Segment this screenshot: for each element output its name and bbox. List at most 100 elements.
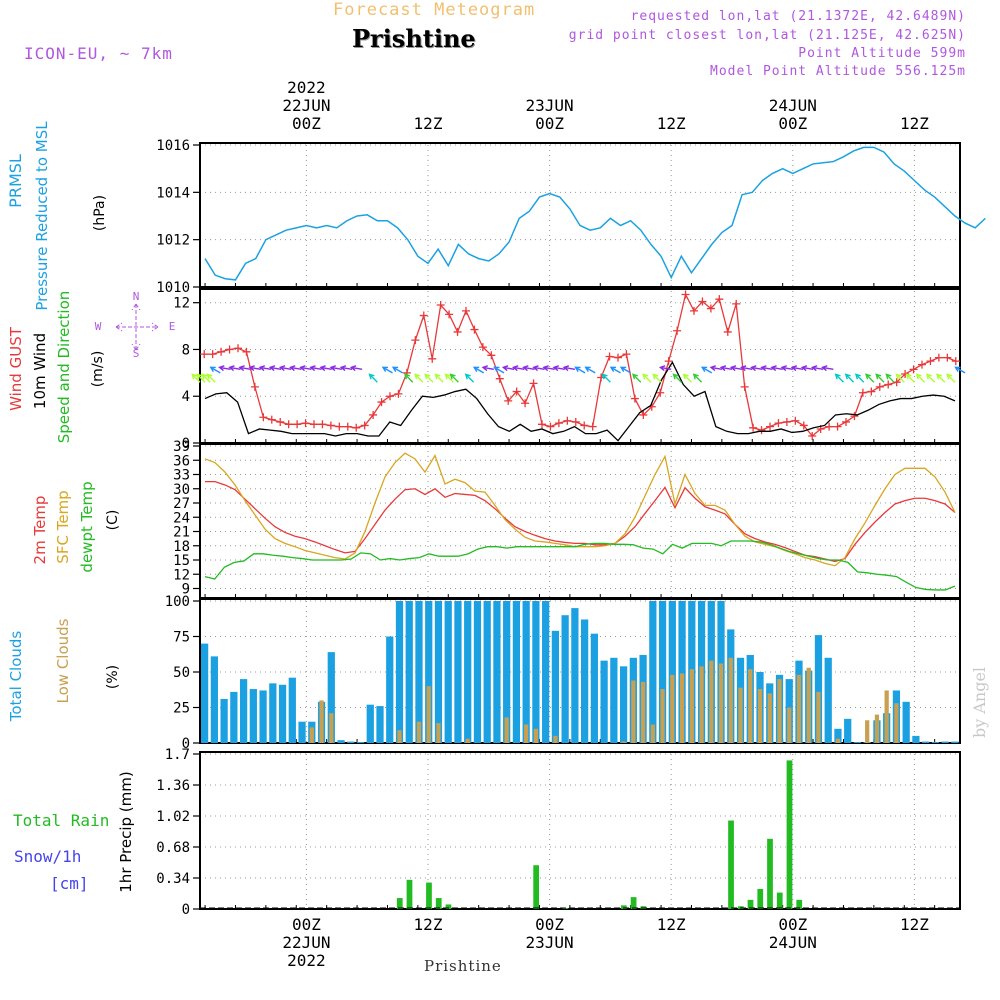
total-cloud-bar xyxy=(278,684,287,743)
wind-arrow xyxy=(434,373,444,383)
wind-arrow-head xyxy=(700,366,708,372)
wind-arrow-head xyxy=(925,373,932,380)
gust-marker xyxy=(673,326,682,335)
temperature-ytick-label: 12 xyxy=(173,567,190,583)
total-cloud-bar xyxy=(581,619,589,743)
wind-arrow-head xyxy=(562,365,570,372)
wind-arrow-head xyxy=(403,373,411,380)
gust-marker xyxy=(934,353,943,362)
top-time-label: 00Z xyxy=(535,114,564,133)
wind-arrow xyxy=(424,373,434,383)
gust-marker xyxy=(901,370,910,379)
gust-marker xyxy=(512,387,521,396)
gust-marker xyxy=(656,388,665,397)
total-cloud-bar xyxy=(649,601,657,743)
gust-marker xyxy=(757,426,766,435)
wind-arrow xyxy=(229,366,241,371)
total-cloud-bar xyxy=(347,741,355,743)
wind-arrow xyxy=(895,373,905,383)
total-cloud-bar xyxy=(844,718,852,743)
gust-marker xyxy=(614,353,622,362)
wind-speed-line xyxy=(204,360,956,442)
gust-marker xyxy=(546,422,555,431)
wind-arrow xyxy=(652,373,662,383)
wind-arrow xyxy=(280,366,292,371)
gust-marker xyxy=(360,421,369,430)
gust-marker xyxy=(267,415,276,424)
low-cloud-bar xyxy=(796,674,802,743)
wind-arrow-head xyxy=(729,365,737,372)
temp-label-2m: 2m Temp xyxy=(31,496,49,565)
gust-marker xyxy=(698,297,707,306)
wind-arrow xyxy=(341,366,353,371)
compass-e: E xyxy=(169,320,176,333)
total-cloud-bar xyxy=(454,601,462,743)
gust-marker xyxy=(825,422,834,431)
wind-arrow xyxy=(781,366,793,371)
precip-legend-cm: [cm] xyxy=(50,874,89,893)
low-cloud-bar xyxy=(650,724,655,743)
wind-arrow-head xyxy=(481,365,488,372)
total-cloud-bar xyxy=(464,601,472,743)
wind-ytick-label: 12 xyxy=(173,296,190,312)
total-cloud-bar xyxy=(668,601,676,743)
wind-arrow xyxy=(936,373,946,383)
clouds-ytick-label: 0 xyxy=(182,736,190,752)
wind-arrow-head xyxy=(228,365,235,372)
gust-marker xyxy=(842,417,850,426)
gust-marker xyxy=(867,387,876,396)
total-cloud-bar xyxy=(853,742,862,743)
wind-arrow-head xyxy=(854,373,861,380)
top-time-label: 22JUN xyxy=(282,96,330,115)
wind-arrow-head xyxy=(201,373,208,380)
gust-marker xyxy=(352,423,361,432)
wind-arrow xyxy=(673,373,682,383)
rain-bar xyxy=(786,760,793,909)
wind-arrow-head xyxy=(191,373,198,380)
wind-arrow-head xyxy=(719,365,727,372)
footer-location: Prishtine xyxy=(424,957,502,975)
gust-marker xyxy=(428,354,437,363)
requested-coords: requested lon,lat (21.1372E, 42.6489N) xyxy=(630,9,966,24)
wind-arrow-head xyxy=(619,366,627,372)
wind-arrow-head xyxy=(552,365,559,372)
total-cloud-bar xyxy=(434,601,443,743)
gust-marker xyxy=(571,417,580,426)
total-cloud-bar xyxy=(444,601,452,743)
gust-marker xyxy=(386,392,394,401)
compass-s: S xyxy=(133,347,140,360)
wind-arrow-head xyxy=(844,373,851,380)
wind-arrow xyxy=(392,366,404,374)
total-cloud-bar xyxy=(902,701,910,743)
gust-marker xyxy=(715,295,724,304)
total-cloud-bar xyxy=(551,630,560,743)
wind-arrow-head xyxy=(682,373,689,380)
wind-arrow-head xyxy=(268,365,276,372)
compass-n: N xyxy=(133,290,140,303)
gust-marker xyxy=(538,420,546,429)
wind-arrow-head xyxy=(609,366,617,372)
model-label: ICON-EU, ~ 7km xyxy=(24,44,173,63)
wind-arrow-head xyxy=(391,366,399,372)
gust-marker xyxy=(284,420,293,429)
temperature-ytick-label: 33 xyxy=(173,468,190,484)
top-time-label: 24JUN xyxy=(769,96,817,115)
low-cloud-bar xyxy=(660,689,665,743)
gust-marker xyxy=(478,343,487,352)
gust-marker xyxy=(436,301,445,310)
gust-marker xyxy=(850,412,859,421)
gust-marker xyxy=(554,419,563,428)
wind-ytick-label: 0 xyxy=(182,436,190,452)
wind-arrow-head xyxy=(278,365,286,372)
model-point-altitude: Model Point Altitude 556.125m xyxy=(710,64,966,79)
gust-marker xyxy=(326,421,335,430)
low-cloud-bar xyxy=(621,741,626,743)
rain-bar xyxy=(533,865,540,909)
total-cloud-bar xyxy=(493,601,501,743)
low-cloud-bar xyxy=(728,657,733,743)
wind-arrow xyxy=(791,366,804,371)
wind-arrow xyxy=(916,373,926,383)
gust-marker xyxy=(766,422,774,431)
wind-arrow xyxy=(503,366,515,371)
low-cloud-bar xyxy=(533,728,539,743)
